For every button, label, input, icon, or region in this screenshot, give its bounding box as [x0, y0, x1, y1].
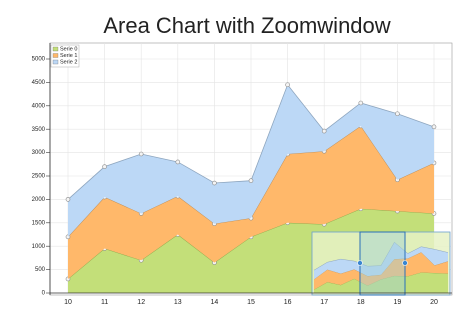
y-tick-label: 2500 — [32, 174, 46, 180]
x-tick-label: 13 — [174, 299, 182, 306]
legend-swatch[interactable] — [52, 46, 59, 52]
zoom-area — [314, 252, 448, 290]
point — [358, 100, 364, 106]
point — [65, 197, 71, 202]
point — [321, 128, 327, 134]
y-tick-label: 2000 — [32, 197, 46, 203]
y-tick-label: 1500 — [32, 220, 46, 226]
x-tick-label: 10 — [64, 299, 72, 306]
zoom-area — [314, 272, 448, 293]
x-tick-label: 15 — [247, 299, 255, 306]
legend-swatch[interactable] — [52, 53, 59, 58]
point — [431, 124, 437, 130]
area — [68, 125, 434, 279]
axes: 0 500 1000 1500 2000 2500 3000 3500 4000 4500 5000… — [32, 43, 452, 306]
legend-label[interactable]: Serie 1 — [60, 53, 77, 59]
y-tick-label: 5000 — [32, 57, 46, 63]
y-tick-label: 3000 — [32, 150, 46, 156]
x-tick-label: 11 — [101, 299, 108, 306]
y-tick-label: 500 — [35, 267, 46, 273]
point — [395, 111, 400, 117]
x-tick-label: 14 — [211, 299, 219, 306]
y-tick-label: 3500 — [32, 127, 46, 133]
point — [212, 180, 217, 186]
area — [68, 84, 434, 237]
y-tick-label: 1000 — [32, 244, 46, 250]
legend-swatch[interactable] — [52, 59, 59, 65]
point — [138, 151, 144, 157]
zoom-area-line — [313, 241, 449, 271]
x-tick-label: 16 — [284, 299, 292, 306]
zoom-selection[interactable] — [359, 231, 406, 296]
x-tick-label: 18 — [357, 299, 365, 306]
legend-label[interactable]: Serie 0 — [60, 46, 77, 52]
point — [175, 159, 181, 165]
zoom-window[interactable] — [311, 231, 451, 296]
y-tick-label: 4000 — [32, 103, 46, 109]
point — [285, 82, 290, 88]
legend-label[interactable]: Serie 2 — [60, 59, 77, 65]
x-tick-label: 19 — [394, 299, 402, 306]
zoom-handle[interactable] — [402, 260, 408, 266]
y-tick-label: 4500 — [32, 80, 46, 86]
y-tick-label: 0 — [42, 291, 46, 297]
point — [248, 178, 254, 183]
x-tick-label: 12 — [137, 299, 145, 306]
x-tick-label: 17 — [320, 299, 328, 306]
point — [102, 164, 107, 169]
chart-title: Area Chart with Zoomwindow — [103, 13, 390, 38]
zoom-handle[interactable] — [357, 260, 363, 266]
zoom-area — [314, 242, 448, 280]
x-tick-label: 20 — [430, 299, 438, 306]
